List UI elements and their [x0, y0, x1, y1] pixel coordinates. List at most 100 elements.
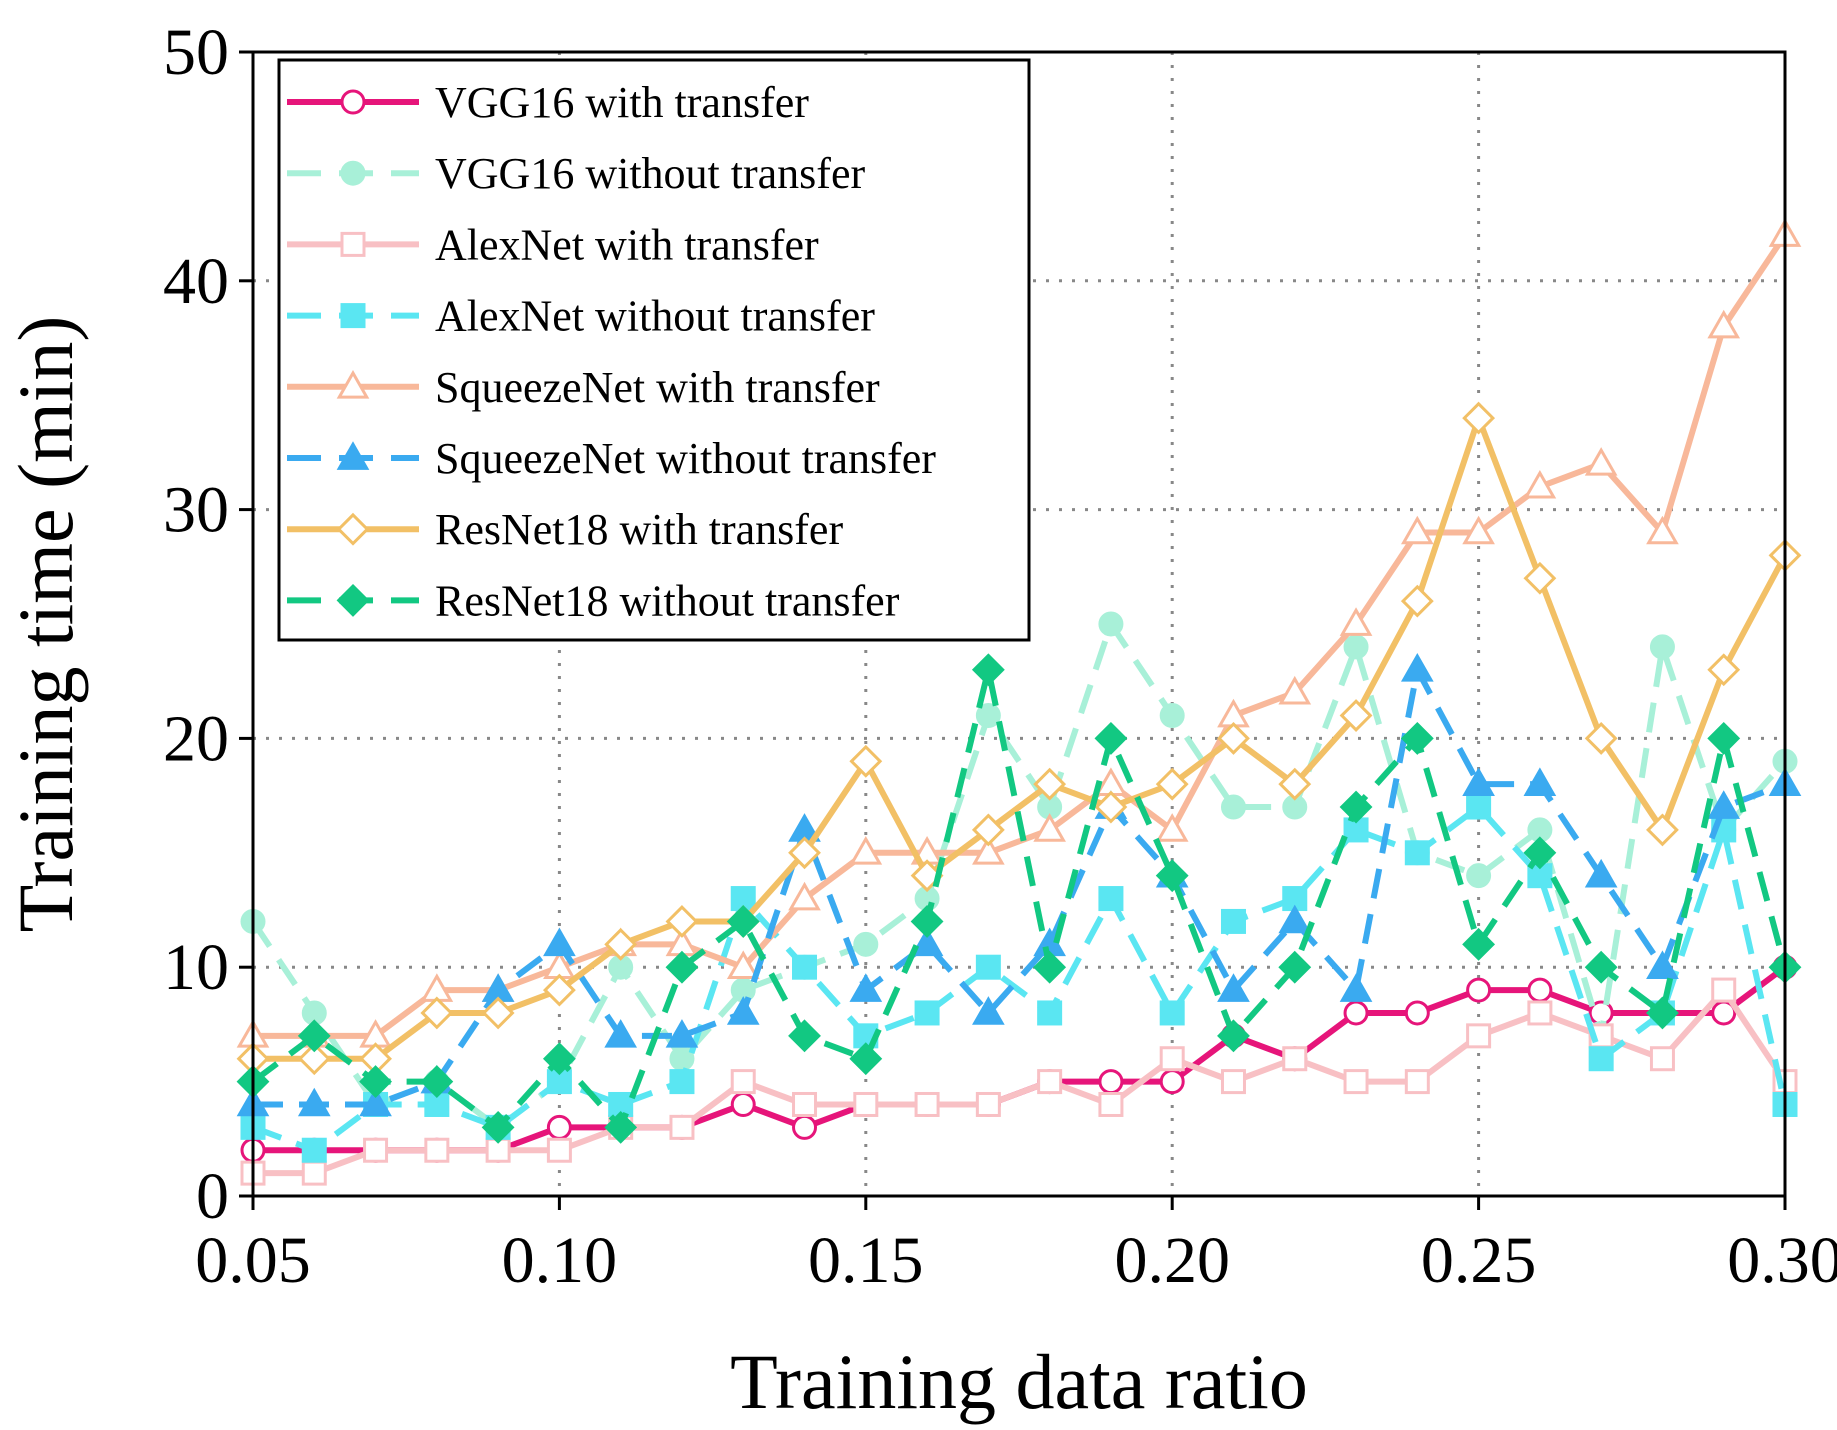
data-point — [1094, 721, 1128, 755]
data-point — [420, 1065, 454, 1099]
legend-label: AlexNet without transfer — [435, 292, 875, 341]
data-point — [1278, 767, 1312, 801]
data-point — [1462, 401, 1496, 435]
data-point — [665, 1019, 699, 1048]
data-point — [1523, 767, 1557, 796]
data-point — [849, 1042, 883, 1076]
data-point — [726, 905, 760, 938]
data-point — [1159, 1069, 1185, 1095]
data-point — [1339, 699, 1373, 732]
data-point — [1220, 908, 1246, 934]
data-point — [1462, 767, 1495, 796]
data-point — [604, 927, 638, 961]
data-point — [1404, 840, 1430, 866]
data-point — [788, 881, 821, 911]
legend-item: AlexNet without transfer — [287, 292, 875, 341]
data-point — [1343, 634, 1369, 660]
legend-marker — [336, 370, 370, 399]
data-point — [726, 950, 760, 980]
data-point — [1400, 584, 1434, 618]
data-point — [1523, 561, 1557, 595]
y-tick-label: 20 — [163, 702, 229, 775]
data-point — [297, 1019, 331, 1053]
data-point — [1404, 1069, 1430, 1095]
data-point — [1527, 977, 1553, 1003]
legend-label: VGG16 with transfer — [435, 78, 809, 127]
x-tick-label: 0.15 — [808, 1224, 924, 1297]
data-point — [1098, 1069, 1124, 1095]
series-3 — [240, 977, 1798, 1186]
data-point — [975, 954, 1001, 980]
data-point — [726, 996, 760, 1025]
legend-label: ResNet18 with transfer — [435, 505, 843, 554]
data-point — [1159, 1046, 1185, 1072]
data-point — [424, 1137, 450, 1163]
data-point — [481, 1110, 515, 1144]
legend: VGG16 with transfer VGG16 without transfe… — [277, 58, 1031, 642]
data-point — [1646, 996, 1679, 1030]
data-point — [1094, 790, 1128, 824]
data-point — [669, 1114, 695, 1140]
data-point — [1033, 767, 1067, 801]
data-point — [1339, 790, 1373, 824]
data-point — [1646, 950, 1679, 980]
data-point — [792, 1114, 818, 1140]
data-point — [1037, 1069, 1063, 1095]
data-point — [604, 1019, 638, 1048]
legend-marker — [340, 303, 366, 329]
data-point — [1711, 977, 1737, 1003]
legend-label: ResNet18 without transfer — [435, 576, 900, 625]
legend-item: AlexNet with transfer — [287, 220, 819, 269]
data-point — [1278, 904, 1312, 934]
data-point — [542, 973, 576, 1007]
data-point — [1098, 886, 1124, 912]
data-point — [1098, 1091, 1124, 1117]
data-point — [1523, 836, 1557, 870]
data-point — [1282, 1046, 1308, 1072]
data-point — [1466, 1023, 1492, 1049]
data-point — [1466, 794, 1492, 820]
x-tick-label: 0.05 — [195, 1224, 311, 1297]
x-tick-label: 0.10 — [502, 1224, 618, 1297]
data-point — [301, 1160, 327, 1186]
data-point — [359, 1065, 392, 1099]
data-point — [1220, 794, 1246, 820]
data-point — [1649, 634, 1675, 660]
y-axis-title: Training time (min) — [2, 316, 89, 933]
y-tick-label: 30 — [163, 474, 229, 547]
data-point — [1584, 447, 1618, 476]
data-point — [1037, 1000, 1063, 1026]
data-point — [1466, 863, 1492, 889]
data-point — [665, 905, 699, 938]
legend-item: ResNet18 without transfer — [287, 576, 900, 625]
data-point — [1159, 703, 1185, 729]
data-point — [1707, 790, 1741, 819]
y-tick-label: 10 — [163, 931, 229, 1004]
data-point — [792, 1091, 818, 1117]
data-point — [1400, 721, 1434, 755]
data-point — [297, 1087, 331, 1117]
data-point — [1707, 653, 1741, 687]
legend-label: AlexNet with transfer — [435, 220, 819, 269]
data-point — [420, 996, 454, 1030]
data-point — [849, 744, 883, 778]
data-point — [849, 836, 883, 865]
data-point — [546, 1137, 572, 1163]
data-point — [1217, 721, 1250, 755]
data-point — [1220, 1069, 1246, 1095]
data-point — [1098, 611, 1124, 637]
data-point — [1339, 607, 1373, 636]
data-point — [849, 973, 883, 1002]
data-point — [1527, 1000, 1553, 1026]
data-point — [971, 813, 1005, 847]
legend-marker — [340, 89, 366, 115]
data-point — [788, 1019, 821, 1053]
legend-item: ResNet18 with transfer — [287, 505, 843, 554]
legend-label: SqueezeNet without transfer — [435, 434, 936, 483]
data-point — [730, 1069, 756, 1095]
data-point — [1462, 515, 1495, 545]
data-point — [972, 996, 1005, 1025]
data-point — [1155, 859, 1189, 893]
data-point — [730, 1091, 756, 1117]
data-point — [1343, 1069, 1369, 1095]
